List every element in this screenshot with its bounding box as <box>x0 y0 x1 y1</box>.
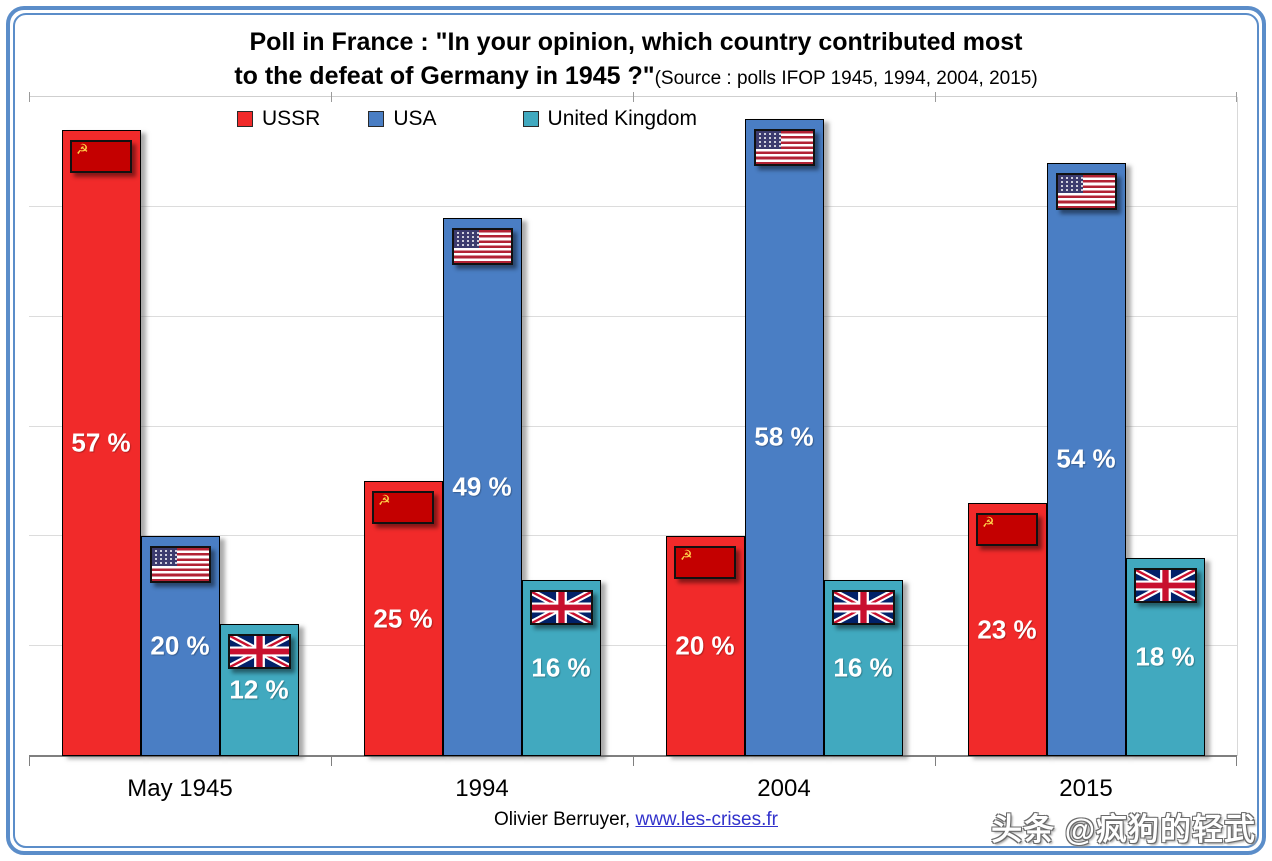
x-axis-label-1994: 1994 <box>455 775 509 802</box>
bar-value-label: 57 % <box>71 427 131 458</box>
x-axis-label-may-1945: May 1945 <box>127 775 233 802</box>
uk-flag-icon <box>227 634 291 670</box>
usa-flag-canton <box>453 229 479 248</box>
usa-flag-canton <box>151 548 177 567</box>
x-axis-label-2015: 2015 <box>1059 775 1113 802</box>
legend-item-uk: United Kingdom <box>522 107 697 131</box>
x-axis-tick <box>1236 756 1237 766</box>
x-axis-label-2004: 2004 <box>757 775 811 802</box>
legend-item-usa: USA <box>368 107 437 131</box>
bar-value-label: 20 % <box>675 630 735 661</box>
bar-value-label: 12 % <box>229 674 289 705</box>
x-axis-tick <box>331 756 332 766</box>
gridline-50-percent <box>29 205 1237 207</box>
uk-flag-icon <box>1133 568 1197 604</box>
bar-usa-2004: 58 % <box>744 118 824 756</box>
bar-ussr-1994: ☭ 25 % <box>363 481 443 756</box>
usa-flag-icon <box>753 128 815 166</box>
hammer-and-sickle-icon: ☭ <box>76 140 89 157</box>
chart-title-line2: to the defeat of Germany in 1945 ?" <box>234 61 655 90</box>
usa-flag-canton <box>1057 174 1083 193</box>
top-border-tick <box>633 92 634 102</box>
bar-ussr-2004: ☭ 20 % <box>665 536 745 756</box>
ussr-flag-icon: ☭ <box>976 513 1038 547</box>
bar-value-label: 25 % <box>373 603 433 634</box>
legend-label-uk: United Kingdom <box>547 107 697 130</box>
legend-swatch-ussr <box>237 111 253 127</box>
gridline-20-percent <box>29 535 1237 537</box>
footer-link[interactable]: www.les-crises.fr <box>635 809 778 830</box>
bar-usa-may-1945: 20 % <box>140 536 220 756</box>
plot-area: ☭ 57 % 20 % 12 % ☭ 25 % 49 % 16 % ☭ 20 % 58 % 16 % ☭… <box>29 92 1238 766</box>
legend-item-ussr: USSR <box>237 107 320 131</box>
chart-title: Poll in France : "In your opinion, which… <box>0 26 1272 94</box>
top-border-tick <box>1236 92 1237 102</box>
uk-flag-icon <box>831 590 895 626</box>
bar-uk-2015: 18 % <box>1125 558 1205 756</box>
ussr-flag-icon: ☭ <box>70 139 132 173</box>
legend: USSR USA United Kingdom <box>237 107 697 131</box>
uk-flag-icon <box>529 590 593 626</box>
bar-value-label: 16 % <box>833 652 893 683</box>
bar-uk-2004: 16 % <box>823 580 903 756</box>
bar-value-label: 16 % <box>531 652 591 683</box>
x-axis-tick <box>935 756 936 766</box>
hammer-and-sickle-icon: ☭ <box>378 492 391 509</box>
bar-value-label: 49 % <box>452 471 512 502</box>
hammer-and-sickle-icon: ☭ <box>680 547 693 564</box>
footer: Olivier Berruyer, www.les-crises.fr <box>0 809 1272 831</box>
bar-value-label: 54 % <box>1056 443 1116 474</box>
gridline-30-percent <box>29 425 1237 427</box>
watermark: 头条 @疯狗的轻武 <box>991 812 1256 847</box>
chart-source-note: (Source : polls IFOP 1945, 1994, 2004, 2… <box>654 67 1038 89</box>
legend-label-ussr: USSR <box>262 107 321 130</box>
legend-label-usa: USA <box>393 107 437 130</box>
bar-usa-2015: 54 % <box>1046 162 1126 756</box>
gridline-40-percent <box>29 315 1237 317</box>
top-border-tick <box>935 92 936 102</box>
usa-flag-icon <box>1055 172 1117 210</box>
bar-uk-1994: 16 % <box>521 580 601 756</box>
legend-swatch-uk <box>522 111 539 127</box>
ussr-flag-icon: ☭ <box>372 491 434 525</box>
bar-ussr-2015: ☭ 23 % <box>967 503 1047 756</box>
gridline-10-percent <box>29 645 1237 647</box>
usa-flag-canton <box>755 130 781 149</box>
chart-title-line1: Poll in France : "In your opinion, which… <box>249 28 1023 56</box>
bar-ussr-may-1945: ☭ 57 % <box>61 129 141 756</box>
legend-swatch-usa <box>368 111 385 127</box>
bar-value-label: 58 % <box>754 421 814 452</box>
top-border-tick <box>29 92 30 102</box>
ussr-flag-icon: ☭ <box>674 546 736 580</box>
bar-value-label: 23 % <box>977 614 1037 645</box>
bar-value-label: 18 % <box>1135 641 1195 672</box>
bar-value-label: 20 % <box>150 630 210 661</box>
usa-flag-icon <box>451 227 513 265</box>
usa-flag-icon <box>149 546 211 584</box>
bar-uk-may-1945: 12 % <box>219 624 299 756</box>
footer-author: Olivier Berruyer, <box>494 809 636 830</box>
x-axis-tick <box>29 756 30 766</box>
hammer-and-sickle-icon: ☭ <box>982 514 995 531</box>
bar-usa-1994: 49 % <box>442 217 522 756</box>
top-border-tick <box>331 92 332 102</box>
x-axis-tick <box>633 756 634 766</box>
